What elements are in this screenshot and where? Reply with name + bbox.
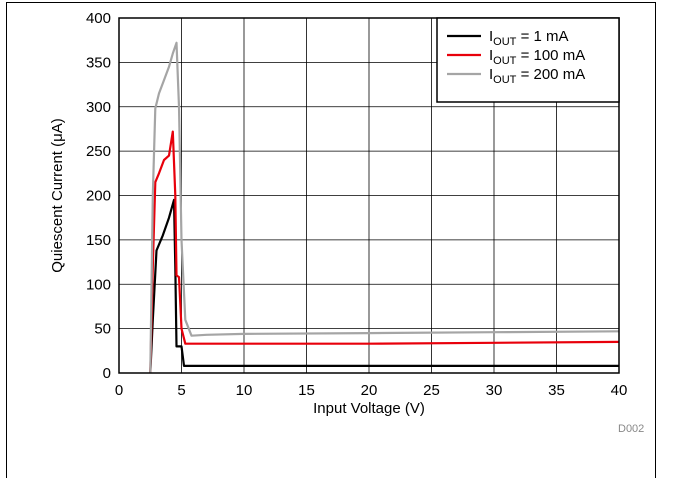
y-tick-label: 100 [86,276,111,293]
legend-name: I [489,28,493,45]
legend-entry-2: IOUT = 200 mA [489,66,585,86]
legend-name: I [489,66,493,83]
legend-entry-1: IOUT = 100 mA [489,47,585,67]
x-tick-label: 5 [177,382,185,399]
x-tick-label: 25 [423,382,440,399]
y-tick-label: 150 [86,232,111,249]
y-tick-label: 50 [94,321,111,338]
y-tick-label: 0 [103,365,111,382]
x-tick-label: 10 [236,382,253,399]
series-line-2 [149,41,620,374]
y-tick-label: 250 [86,143,111,160]
plot-area [118,17,620,374]
legend-value: = 200 mA [516,66,585,83]
y-tick-label: 300 [86,99,111,116]
figure-code: D002 [618,423,644,435]
legend-name: I [489,47,493,64]
legend-box [436,17,620,103]
legend-value: = 100 mA [516,47,585,64]
y-axis-title: Quiescent Current (μA) [49,118,66,273]
y-tick-label: 350 [86,54,111,71]
series-line-0 [149,198,619,374]
legend-value: = 1 mA [516,28,568,45]
y-tick-label: 400 [86,10,111,27]
series-line-1 [149,130,620,374]
legend-subscript: OUT [493,36,517,48]
y-axis-ticks: 0 50 100 150 200 250 300 350 400 [86,10,111,382]
x-tick-label: 35 [548,382,565,399]
figure-frame [6,2,656,478]
x-tick-label: 0 [115,382,123,399]
series-lines [149,41,620,374]
x-tick-label: 15 [298,382,315,399]
x-axis-ticks: 0 5 10 15 20 25 30 35 40 [115,382,628,399]
y-tick-label: 200 [86,188,111,205]
x-tick-label: 40 [611,382,628,399]
x-tick-label: 20 [361,382,378,399]
legend-subscript: OUT [493,55,517,67]
x-axis-title: Input Voltage (V) [313,400,425,417]
legend-entry-0: IOUT = 1 mA [489,28,569,48]
legend-subscript: OUT [493,74,517,86]
x-tick-label: 30 [486,382,503,399]
